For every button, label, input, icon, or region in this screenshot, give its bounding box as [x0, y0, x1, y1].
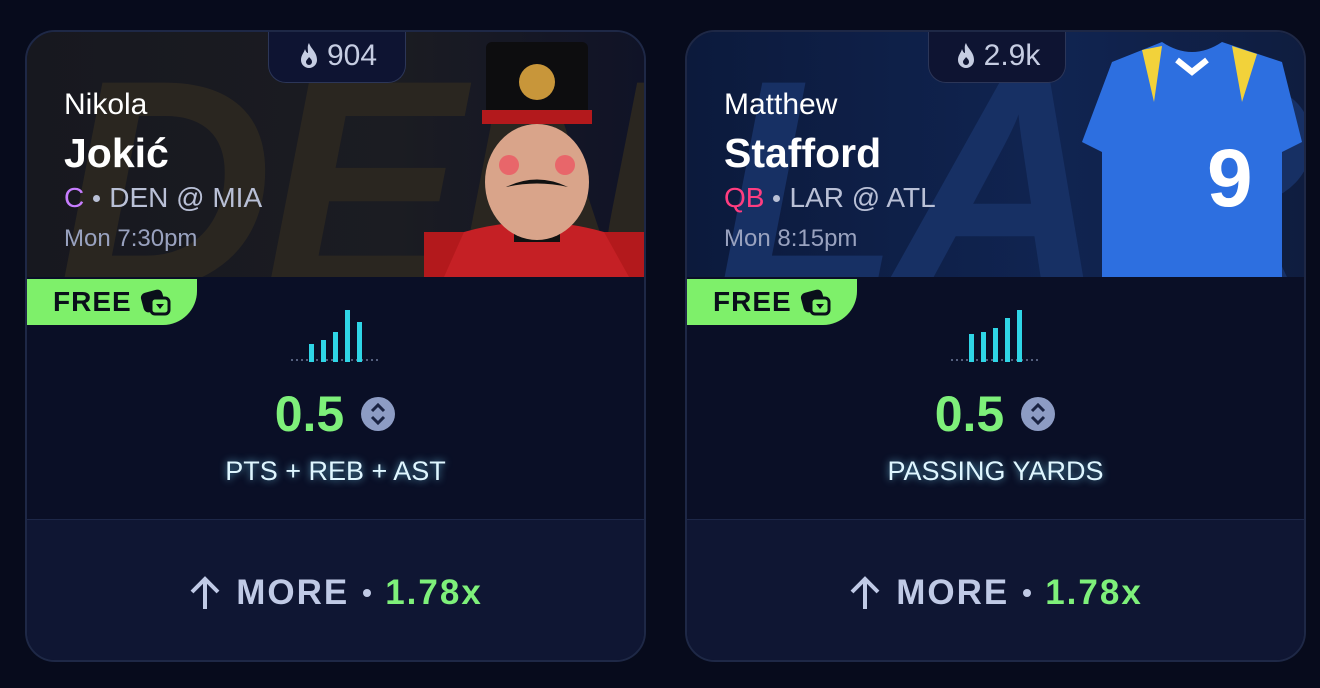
fire-icon — [300, 43, 317, 68]
line-number: 0.5 — [934, 386, 1005, 442]
badge-icon — [800, 289, 831, 316]
badge-text: FREE — [53, 286, 132, 317]
separator — [1023, 588, 1032, 597]
pick-label: MORE — [896, 572, 1010, 612]
game-time: Mon 8:15pm — [724, 225, 858, 252]
game-time: Mon 7:30pm — [64, 225, 198, 252]
up-arrow — [850, 575, 880, 609]
fire-icon — [957, 43, 974, 68]
popularity-count: 2.9k — [983, 39, 1041, 72]
popularity-count: 904 — [326, 39, 378, 72]
player-image — [1082, 42, 1302, 277]
position: C — [64, 182, 85, 213]
pick-label: MORE — [236, 572, 350, 612]
up-arrow — [190, 575, 220, 609]
first-name: Matthew — [724, 88, 838, 121]
more-button[interactable]: MORE 1.78x — [687, 519, 1304, 660]
game-info: C DEN @ MIA — [64, 182, 262, 214]
matchup: DEN @ MIA — [109, 182, 263, 213]
prop-card[interactable]: LAR 9 2.9k Matthew Stafford QB LAR @ ATL Mon 8:… — [685, 30, 1306, 662]
last-name: Stafford — [724, 130, 882, 176]
position: QB — [724, 182, 765, 213]
line-number: 0.5 — [274, 386, 345, 442]
multiplier: 1.78x — [1045, 572, 1143, 612]
first-name: Nikola — [64, 88, 148, 121]
jersey-number: 9 — [1207, 133, 1253, 224]
badge-icon — [140, 289, 171, 316]
matchup: LAR @ ATL — [789, 182, 936, 213]
more-button[interactable]: MORE 1.78x — [27, 519, 644, 660]
separator — [773, 194, 781, 202]
multiplier: 1.78x — [385, 572, 483, 612]
stat-type: PTS + REB + AST — [225, 456, 446, 486]
badge-text: FREE — [713, 286, 792, 317]
last-name: Jokić — [64, 130, 169, 176]
player-image — [424, 42, 644, 277]
stat-type: PASSING YARDS — [887, 456, 1104, 486]
trend-icon — [951, 310, 1041, 362]
free-badge: FREE — [687, 279, 857, 325]
prop-card[interactable]: DEN 904 Nikola Jokić C DEN @ MIA Mon 7:30pm FRE… — [25, 30, 646, 662]
toggle-button[interactable] — [1020, 396, 1056, 432]
popularity: 904 — [268, 32, 406, 83]
line-value: 0.5 — [687, 385, 1304, 443]
game-info: QB LAR @ ATL — [724, 182, 936, 214]
toggle-button[interactable] — [360, 396, 396, 432]
line-value: 0.5 — [27, 385, 644, 443]
free-badge: FREE — [27, 279, 197, 325]
trend-icon — [291, 310, 381, 362]
popularity: 2.9k — [928, 32, 1066, 83]
separator — [363, 588, 372, 597]
separator — [93, 194, 101, 202]
